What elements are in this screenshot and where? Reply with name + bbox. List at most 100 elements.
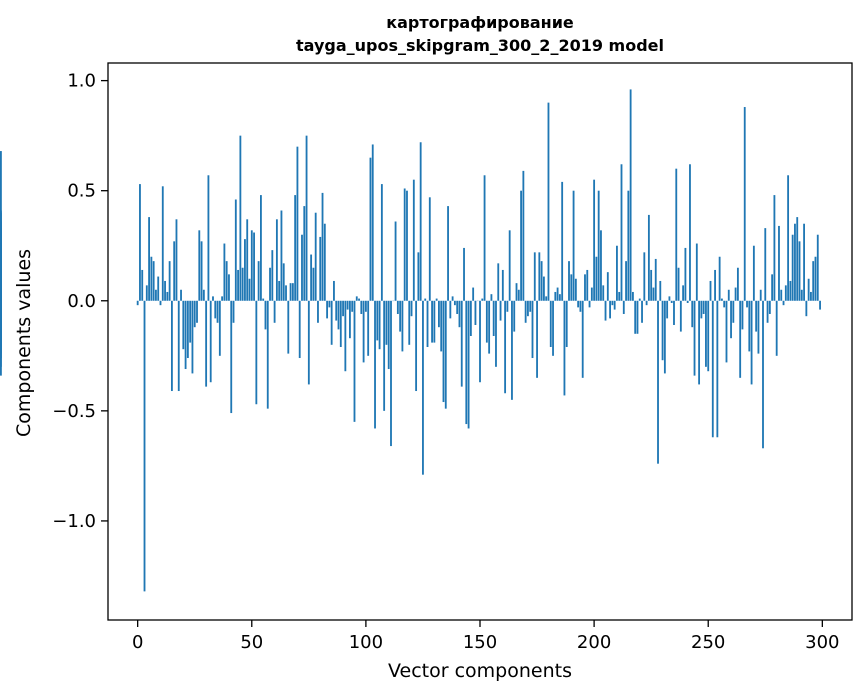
bar	[743, 107, 746, 301]
bar	[609, 300, 611, 319]
bar	[552, 300, 554, 356]
bar	[636, 300, 639, 334]
bar	[433, 300, 436, 343]
bar	[634, 300, 637, 334]
bar	[805, 300, 808, 317]
bar	[616, 245, 618, 301]
bar	[718, 256, 721, 301]
bar	[196, 300, 198, 323]
chart-title-line2: tayga_upos_skipgram_300_2_2019 model	[296, 36, 664, 55]
bar	[221, 296, 224, 301]
bar	[257, 261, 260, 301]
bar	[246, 219, 249, 301]
bar	[173, 241, 176, 301]
bar	[675, 168, 678, 301]
bar	[399, 300, 402, 332]
bar	[449, 300, 452, 319]
bar	[481, 298, 484, 301]
bar	[513, 300, 516, 332]
bar	[355, 296, 358, 301]
bar	[734, 287, 737, 301]
bar	[584, 274, 586, 301]
bar	[479, 300, 481, 383]
bar	[768, 300, 771, 314]
bar	[207, 175, 210, 301]
bar	[511, 300, 513, 400]
bar	[271, 250, 274, 301]
bar	[232, 300, 235, 323]
bar	[150, 256, 153, 301]
bar	[819, 300, 821, 310]
bar	[693, 300, 696, 376]
bar	[663, 300, 666, 374]
bar	[654, 258, 657, 301]
bar	[202, 289, 205, 301]
bar	[164, 280, 166, 301]
bar	[707, 300, 710, 372]
bar	[483, 175, 486, 301]
bar	[148, 217, 150, 301]
bar	[572, 190, 575, 301]
bar	[604, 300, 607, 321]
bar	[394, 221, 397, 301]
bar	[595, 256, 598, 301]
bar	[691, 300, 694, 328]
bar	[191, 300, 194, 374]
bar	[319, 236, 322, 301]
bar	[369, 157, 372, 301]
bar	[442, 300, 445, 403]
bar	[168, 261, 171, 301]
bar	[568, 261, 570, 301]
bar	[346, 300, 349, 310]
bar	[438, 300, 440, 328]
bar	[323, 223, 326, 301]
bar	[435, 298, 438, 301]
bar	[145, 285, 148, 301]
bar	[798, 241, 801, 301]
bar	[431, 300, 433, 343]
bar	[714, 269, 716, 301]
bar	[565, 300, 568, 347]
x-tick-label: 250	[691, 632, 725, 653]
bar	[344, 300, 347, 372]
bar	[289, 283, 292, 301]
bar	[333, 280, 335, 301]
bar	[193, 300, 196, 328]
bar	[303, 206, 306, 301]
bar	[524, 300, 527, 323]
bar	[378, 300, 381, 350]
bar	[716, 300, 719, 438]
bar	[385, 300, 388, 345]
bar	[287, 300, 290, 354]
bar	[750, 300, 753, 385]
bar	[180, 289, 182, 301]
bar	[529, 300, 532, 312]
bar	[351, 300, 354, 312]
bar	[593, 179, 596, 301]
bar	[791, 234, 794, 301]
bar	[725, 300, 728, 363]
x-tick-label: 100	[349, 632, 383, 653]
bar	[721, 298, 723, 301]
bar	[184, 300, 187, 370]
bar	[294, 195, 297, 301]
bar	[499, 300, 502, 321]
bar	[803, 223, 805, 301]
bar	[682, 285, 685, 301]
bar	[504, 300, 507, 394]
bar	[260, 195, 262, 301]
bar	[403, 188, 406, 301]
bar	[383, 300, 386, 411]
y-tick-label: 1.0	[67, 71, 96, 92]
bar	[419, 142, 422, 301]
bar	[456, 300, 459, 314]
bar	[170, 300, 173, 392]
bar	[264, 300, 267, 330]
bar	[705, 300, 707, 367]
bar	[600, 230, 602, 301]
x-axis-ticks: 0 50 100 150 200 250 300	[132, 620, 840, 653]
bar	[406, 190, 408, 301]
bar	[752, 245, 755, 301]
bar	[574, 278, 577, 301]
bar	[337, 300, 340, 330]
